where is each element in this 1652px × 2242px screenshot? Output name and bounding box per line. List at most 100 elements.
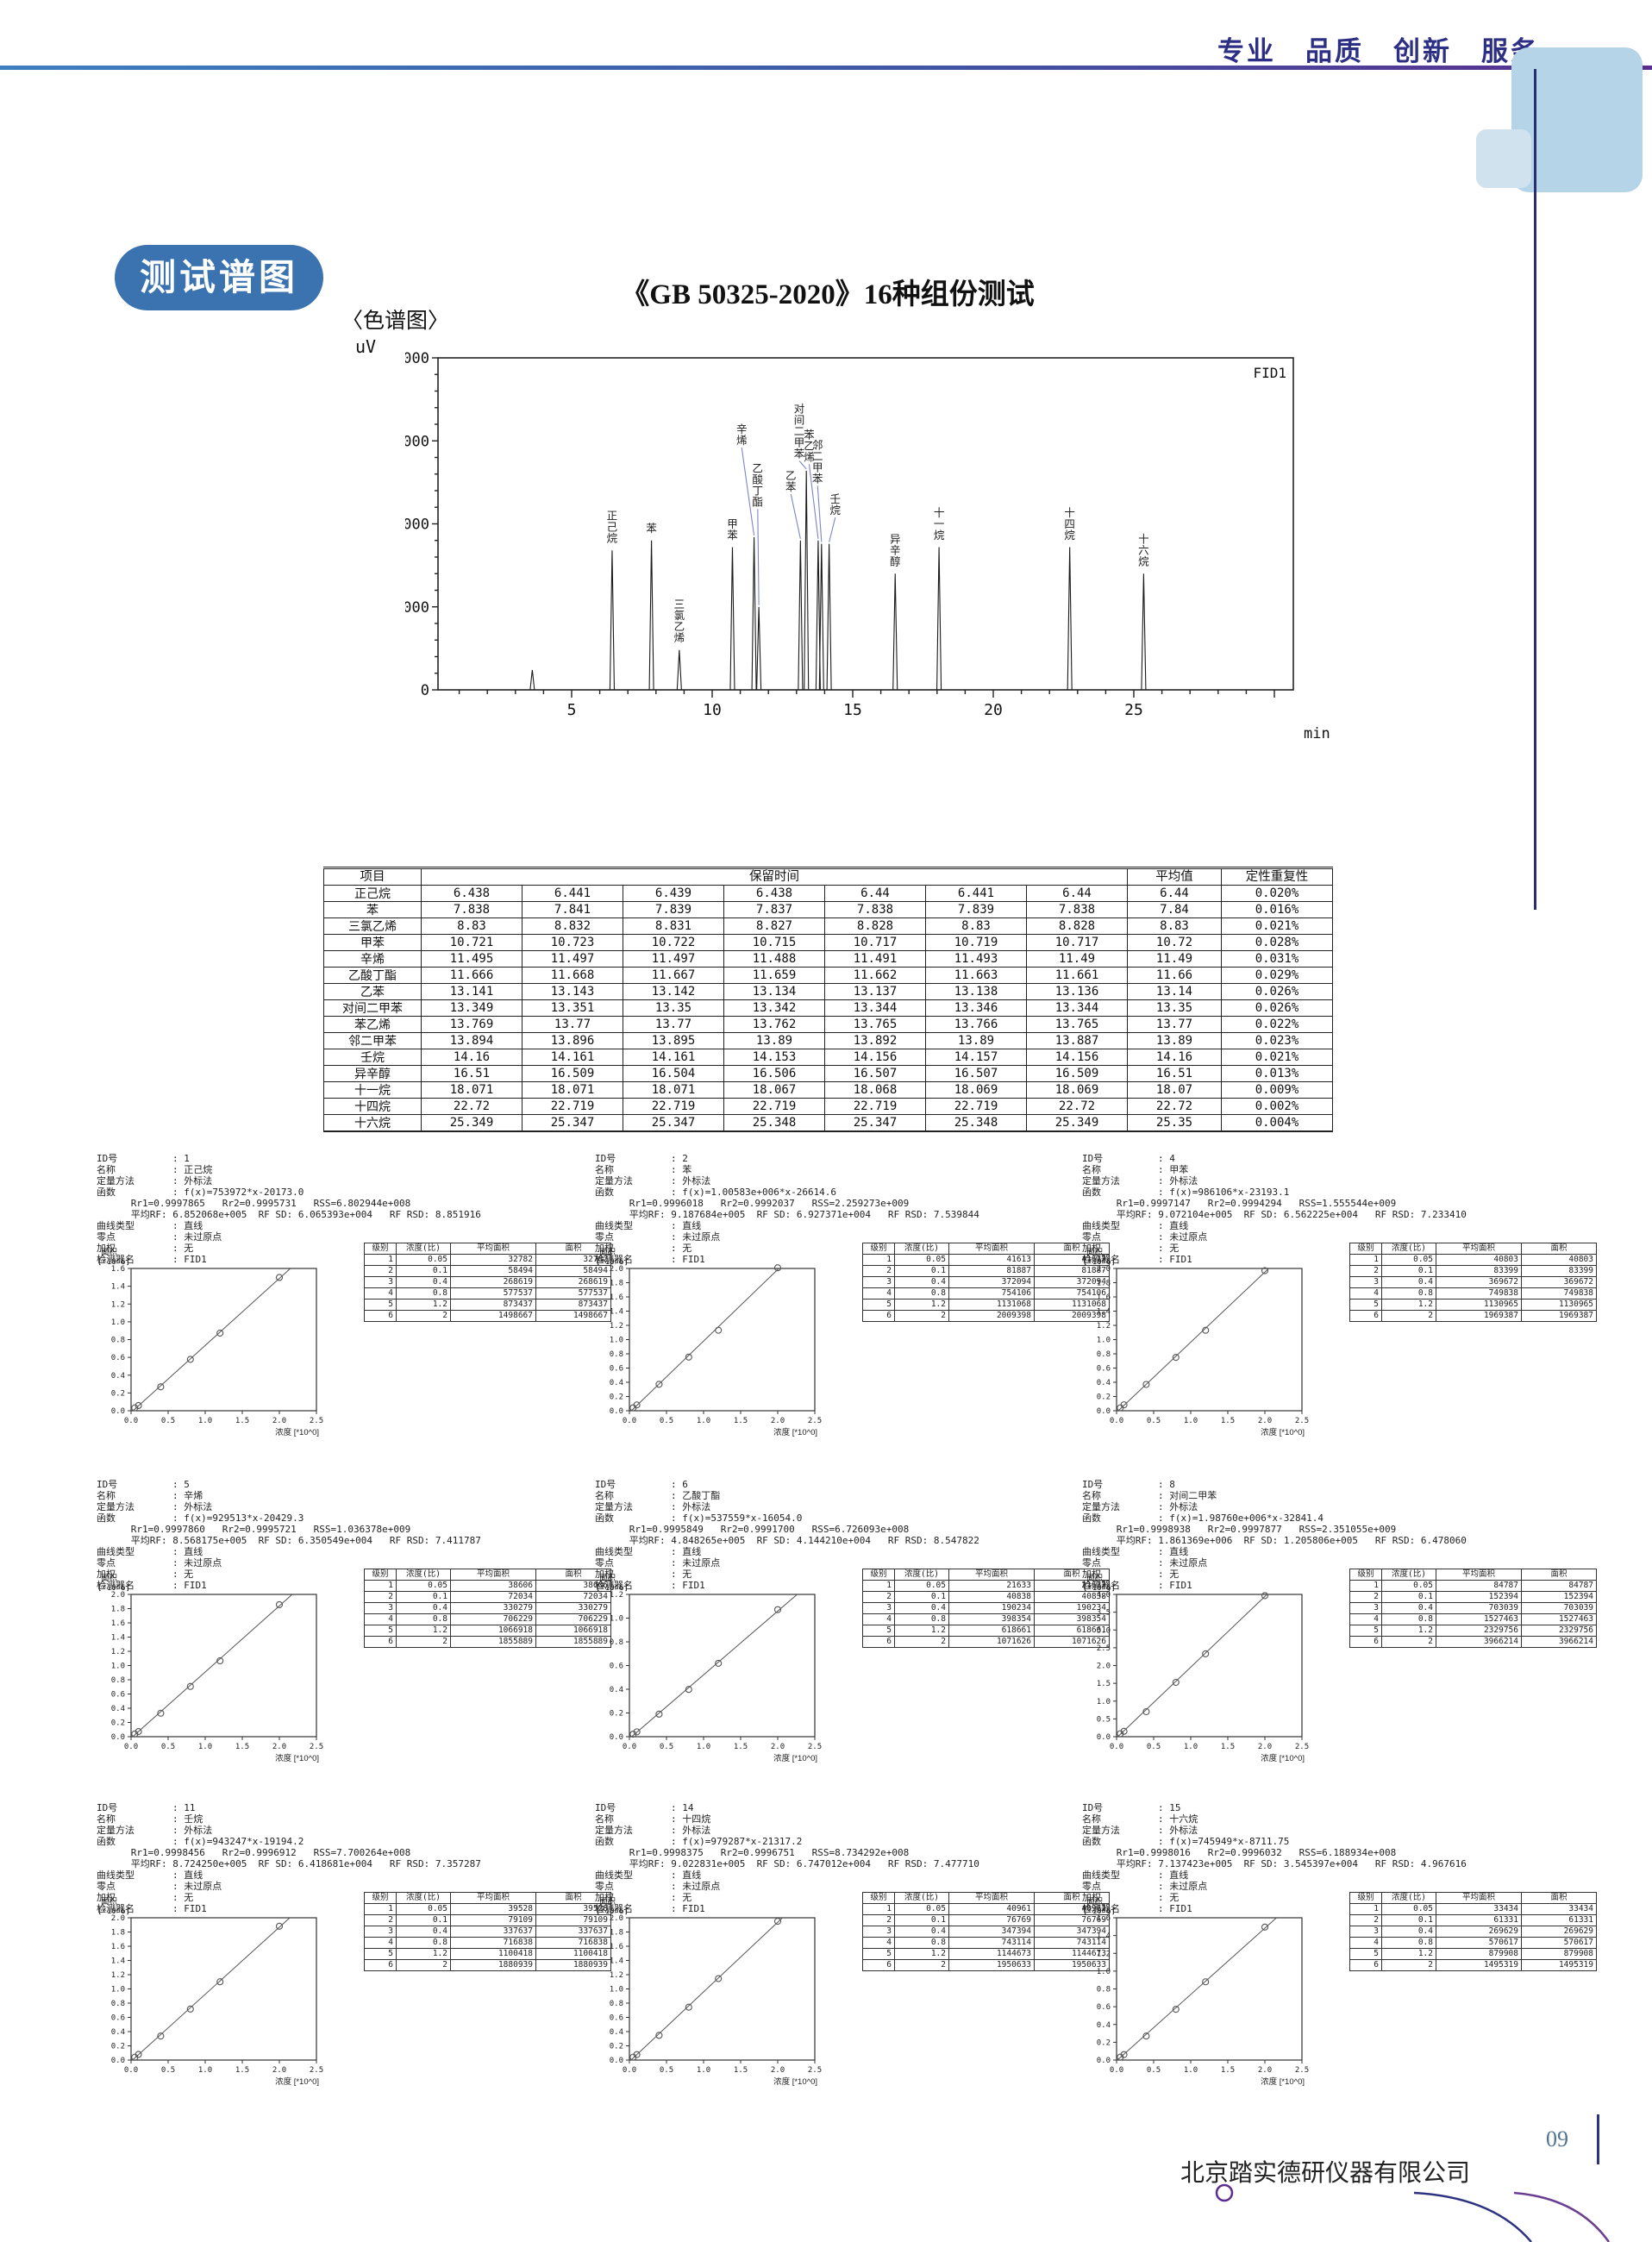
svg-text:0.6: 0.6 <box>610 1663 623 1671</box>
svg-text:1.5: 1.5 <box>1221 1743 1235 1751</box>
svg-text:1.8: 1.8 <box>111 1929 125 1938</box>
table-row: 辛烯 11.495 11.497 11.497 11.488 11.491 11.493 11… <box>323 950 1333 968</box>
svg-text:1.0: 1.0 <box>198 2066 212 2075</box>
svg-text:0.5: 0.5 <box>1097 1715 1111 1724</box>
svg-text:1.5: 1.5 <box>235 1743 249 1751</box>
svg-text:0.6: 0.6 <box>111 2014 125 2023</box>
svg-text:1.4: 1.4 <box>111 1634 125 1643</box>
right-vertical-line <box>1534 69 1536 910</box>
table-row: 正己烷 6.438 6.441 6.439 6.438 6.44 6.441 6.44 6.44… <box>323 885 1333 902</box>
svg-text:2.0: 2.0 <box>1258 1417 1272 1425</box>
svg-text:0.0: 0.0 <box>623 1743 636 1751</box>
svg-text:三氯乙烯: 三氯乙烯 <box>674 598 685 644</box>
svg-text:[*10^6]: [*10^6] <box>596 1907 629 1916</box>
svg-text:0.4: 0.4 <box>610 1686 623 1694</box>
svg-text:0.8: 0.8 <box>610 2000 623 2008</box>
svg-text:0.5: 0.5 <box>1147 1743 1161 1751</box>
svg-text:0.6: 0.6 <box>610 1365 623 1374</box>
svg-text:5: 5 <box>567 701 577 719</box>
svg-text:1.8: 1.8 <box>1097 1280 1111 1288</box>
svg-text:2.5: 2.5 <box>808 1743 822 1751</box>
svg-text:面积: 面积 <box>1086 1247 1104 1257</box>
svg-text:1.0: 1.0 <box>1184 2066 1198 2075</box>
svg-text:2.0: 2.0 <box>111 1914 125 1923</box>
svg-text:1.8: 1.8 <box>610 1929 623 1938</box>
svg-text:1.0: 1.0 <box>111 1318 125 1327</box>
svg-text:1.0: 1.0 <box>697 1417 710 1425</box>
svg-text:2.5: 2.5 <box>808 1417 822 1425</box>
calibration-panel-5: ID号: 5 名称: 辛烯 定量方法: 外标法 函数: f(x)=929513*x-2… <box>97 1479 631 1800</box>
svg-text:1.6: 1.6 <box>111 1265 125 1274</box>
svg-text:0: 0 <box>421 682 429 699</box>
table-row: 苯 7.838 7.841 7.839 7.837 7.838 7.839 7.838 7.84… <box>323 901 1333 918</box>
table-row: 十六烷 25.349 25.347 25.347 25.348 25.347 25.348 2… <box>323 1114 1333 1132</box>
svg-text:0.6: 0.6 <box>610 2014 623 2023</box>
svg-text:1.6: 1.6 <box>610 1943 623 1951</box>
svg-text:0.4: 0.4 <box>111 2028 125 2037</box>
svg-text:1.0: 1.0 <box>697 2066 710 2075</box>
svg-text:2.0: 2.0 <box>771 1743 785 1751</box>
svg-text:2.5: 2.5 <box>310 2066 323 2075</box>
chromatogram-chart: 0 250000 500000 750000 1000000 5 10 15 20 25 min FI… <box>405 350 1330 742</box>
panel-info: ID号: 5 名称: 辛烯 定量方法: 外标法 函数: f(x)=929513*x-2… <box>97 1479 481 1591</box>
calibration-panel-8: ID号: 8 名称: 对间二甲苯 定量方法: 外标法 函数: f(x)=1.98760… <box>1082 1479 1617 1800</box>
svg-text:1.2: 1.2 <box>610 1322 623 1331</box>
svg-text:2.5: 2.5 <box>1295 1417 1309 1425</box>
panel-level-table: 级别 浓度(比) 平均面积 面积 1 0.05 40961 40961 2 0.1 76769 767… <box>862 1892 1110 1971</box>
svg-text:2.0: 2.0 <box>771 1417 785 1425</box>
table-row: 乙苯 13.141 13.143 13.142 13.134 13.137 13.138 13… <box>323 983 1333 1000</box>
svg-text:0.6: 0.6 <box>111 1691 125 1700</box>
panel-info: ID号: 8 名称: 对间二甲苯 定量方法: 外标法 函数: f(x)=1.98760… <box>1082 1479 1467 1591</box>
svg-text:1.2: 1.2 <box>111 1971 125 1980</box>
corner-decoration <box>1511 47 1643 192</box>
svg-text:2.5: 2.5 <box>1295 1743 1309 1751</box>
svg-text:乙苯: 乙苯 <box>785 470 797 493</box>
svg-text:0.0: 0.0 <box>610 1407 623 1416</box>
svg-text:2.0: 2.0 <box>111 1591 125 1600</box>
svg-text:0.5: 0.5 <box>660 2066 673 2075</box>
page-number-divider <box>1597 2114 1599 2164</box>
footer-decoration <box>595 2183 1652 2242</box>
svg-text:1.0: 1.0 <box>1184 1743 1198 1751</box>
column-header-retention: 保留时间 <box>421 867 1128 886</box>
table-row: 壬烷 14.16 14.161 14.161 14.153 14.156 14.157 14.… <box>323 1049 1333 1066</box>
svg-text:[*10^6]: [*10^6] <box>97 1584 130 1593</box>
column-header-item: 项目 <box>323 867 422 886</box>
svg-text:0.0: 0.0 <box>124 2066 138 2075</box>
svg-text:2.5: 2.5 <box>808 2066 822 2075</box>
chromatogram-caption: 〈色谱图〉 <box>341 309 450 333</box>
svg-text:1.4: 1.4 <box>111 1957 125 1966</box>
calibration-panel-2: ID号: 2 名称: 苯定量方法: 外标法 函数: f(x)=1.00583e+00… <box>595 1153 1129 1474</box>
svg-text:0.5: 0.5 <box>1147 2066 1161 2075</box>
panel-level-table: 级别 浓度(比) 平均面积 面积 1 0.05 41613 41613 2 0.1 81887 818… <box>862 1243 1110 1322</box>
panel-info: ID号: 15 名称: 十六烷 定量方法: 外标法 函数: f(x)=745949*x… <box>1082 1802 1467 1914</box>
svg-text:1000000: 1000000 <box>405 350 429 367</box>
svg-text:0.4: 0.4 <box>610 1379 623 1387</box>
svg-text:1.2: 1.2 <box>111 1300 125 1309</box>
column-header-repeatability: 定性重复性 <box>1221 867 1333 886</box>
svg-text:1.2: 1.2 <box>1097 1322 1111 1331</box>
svg-text:[*10^6]: [*10^6] <box>596 1584 629 1593</box>
calibration-panel-15: ID号: 15 名称: 十六烷 定量方法: 外标法 函数: f(x)=745949*x… <box>1082 1802 1617 2123</box>
svg-text:20: 20 <box>984 701 1003 719</box>
svg-text:1.6: 1.6 <box>1097 1293 1111 1302</box>
table-row: 乙酸丁酯 11.666 11.668 11.667 11.659 11.662 11.663… <box>323 967 1333 984</box>
panel-level-table: 级别 浓度(比) 平均面积 面积 1 0.05 21633 21633 2 0.1 40838 408… <box>862 1569 1110 1648</box>
svg-text:2.5: 2.5 <box>1295 2066 1309 2075</box>
svg-text:1.5: 1.5 <box>235 2066 249 2075</box>
svg-text:浓度 [*10^0]: 浓度 [*10^0] <box>1261 1427 1305 1437</box>
svg-text:苯: 苯 <box>646 523 657 535</box>
svg-text:1.0: 1.0 <box>198 1743 212 1751</box>
svg-text:面积: 面积 <box>599 1896 616 1907</box>
header-slogan: 专业 品质 创新 服务 <box>1217 36 1540 66</box>
svg-text:1.4: 1.4 <box>1097 1308 1111 1317</box>
svg-text:壬烷: 壬烷 <box>830 493 842 517</box>
calibration-panel-14: ID号: 14 名称: 十四烷 定量方法: 外标法 函数: f(x)=979287*x… <box>595 1802 1129 2123</box>
svg-text:2.0: 2.0 <box>272 1743 286 1751</box>
page-title: 《GB 50325-2020》16种组份测试 <box>621 279 1035 310</box>
calibration-panel-6: ID号: 6 名称: 乙酸丁酯 定量方法: 外标法 函数: f(x)=537559*x… <box>595 1479 1129 1800</box>
svg-text:浓度 [*10^0]: 浓度 [*10^0] <box>275 2076 319 2087</box>
svg-text:1.4: 1.4 <box>610 1308 623 1317</box>
svg-text:1.0: 1.0 <box>1097 1968 1111 1976</box>
